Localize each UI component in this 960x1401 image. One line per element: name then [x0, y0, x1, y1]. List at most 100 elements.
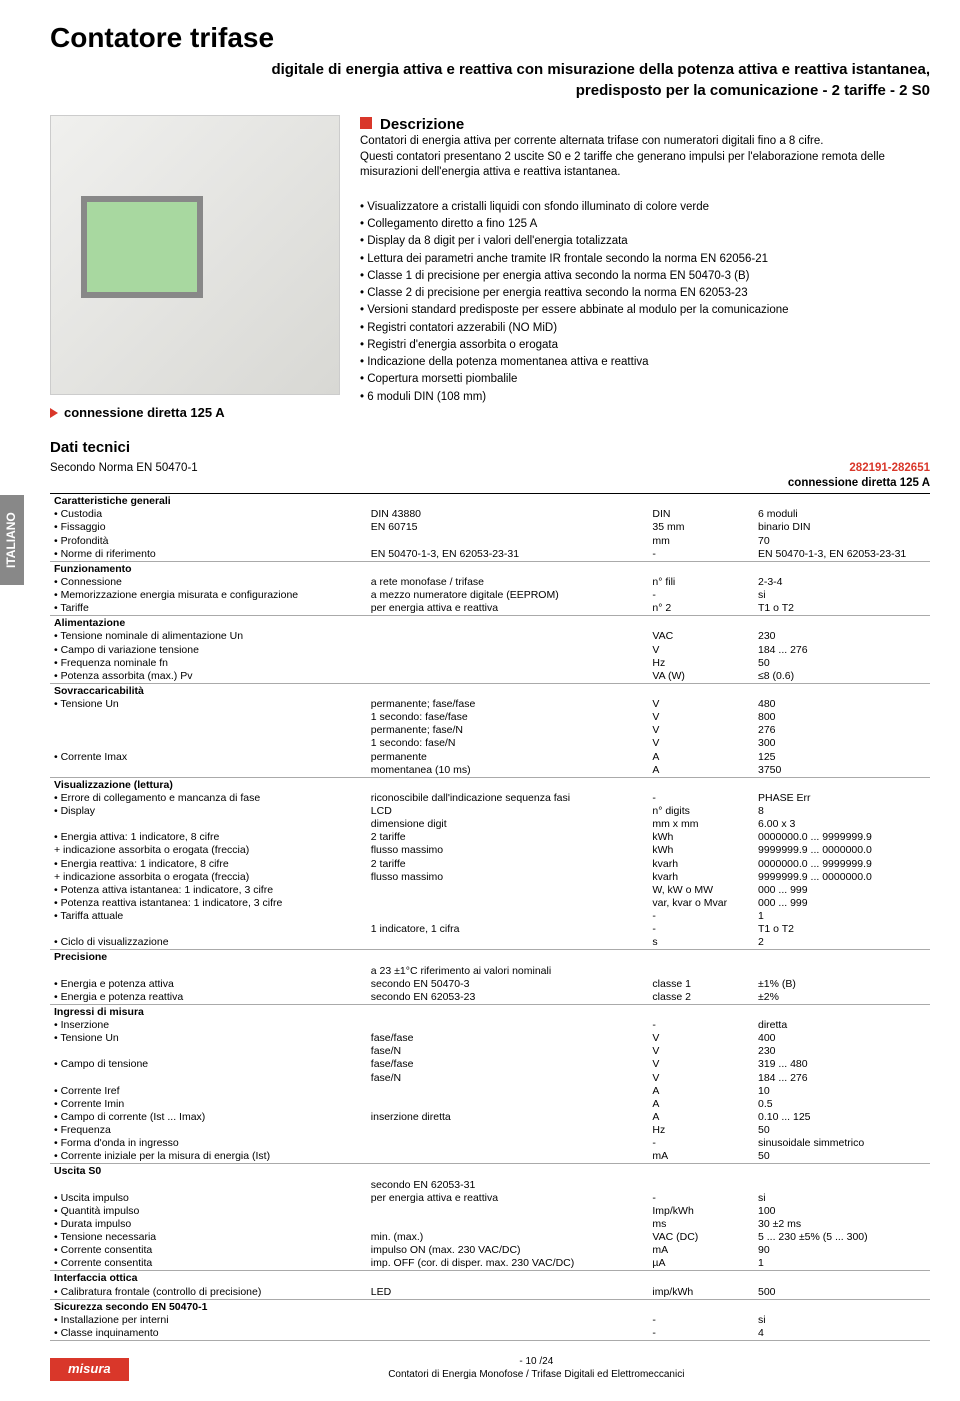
spec-cell: kvarh [648, 858, 754, 871]
spec-cell: - [648, 792, 754, 805]
spec-cell: V [648, 711, 754, 724]
spec-cell: 2 tariffe [367, 831, 649, 844]
spec-cell: - [648, 910, 754, 923]
spec-cell [367, 1327, 649, 1341]
spec-cell: + indicazione assorbita o erogata (frecc… [50, 844, 367, 857]
spec-row: • Campo di tensionefase/faseV319 ... 480 [50, 1058, 930, 1071]
spec-cell: - [648, 548, 754, 562]
spec-group-header: Precisione [50, 950, 930, 965]
spec-cell: ms [648, 1218, 754, 1231]
text-column: Descrizione Contatori di energia attiva … [360, 115, 930, 422]
spec-row: • Uscita impulsoper energia attiva e rea… [50, 1192, 930, 1205]
feature-item: Collegamento diretto a fino 125 A [360, 216, 930, 233]
spec-row: fase/NV230 [50, 1045, 930, 1058]
spec-cell: • Potenza reattiva istantanea: 1 indicat… [50, 897, 367, 910]
spec-row: • Tensione nominale di alimentazione Un V… [50, 630, 930, 643]
spec-group-header: Uscita S0 [50, 1164, 930, 1179]
spec-cell: impulso ON (max. 230 VAC/DC) [367, 1244, 649, 1257]
spec-cell: 184 ... 276 [754, 644, 930, 657]
spec-cell: VAC (DC) [648, 1231, 754, 1244]
spec-row: • Connessionea rete monofase / trifasen°… [50, 576, 930, 589]
spec-cell: 800 [754, 711, 930, 724]
spec-cell: • Tensione Un [50, 698, 367, 711]
footer-tab: misura [50, 1358, 129, 1381]
spec-cell [367, 670, 649, 684]
spec-row: permanente; fase/NV276 [50, 724, 930, 737]
spec-cell [367, 910, 649, 923]
spec-row: • Corrente ImaxpermanenteA125 [50, 751, 930, 764]
spec-cell: 8 [754, 805, 930, 818]
spec-cell: sinusoidale simmetrico [754, 1137, 930, 1150]
spec-cell: 4 [754, 1327, 930, 1341]
spec-cell: 000 ... 999 [754, 884, 930, 897]
spec-cell: 3750 [754, 764, 930, 778]
spec-row: • FissaggioEN 6071535 mmbinario DIN [50, 521, 930, 534]
spec-cell: • Energia e potenza attiva [50, 978, 367, 991]
spec-cell: • Corrente consentita [50, 1257, 367, 1271]
feature-item: Copertura morsetti piombalile [360, 371, 930, 388]
footer-page: - 10 /24 [143, 1355, 930, 1368]
spec-row: • Corrente iniziale per la misura di ene… [50, 1150, 930, 1164]
spec-row: • Potenza attiva istantanea: 1 indicator… [50, 884, 930, 897]
spec-cell: • Custodia [50, 508, 367, 521]
spec-cell: - [648, 1192, 754, 1205]
spec-cell: ±1% (B) [754, 978, 930, 991]
spec-cell: kvarh [648, 871, 754, 884]
spec-cell: • Tensione nominale di alimentazione Un [50, 630, 367, 643]
spec-cell: permanente; fase/N [367, 724, 649, 737]
spec-cell: 0.5 [754, 1098, 930, 1111]
spec-group-header: Caratteristiche generali [50, 494, 930, 509]
feature-item: Indicazione della potenza momentanea att… [360, 354, 930, 371]
spec-cell: • Energia reattiva: 1 indicatore, 8 cifr… [50, 858, 367, 871]
spec-cell: permanente; fase/fase [367, 698, 649, 711]
spec-cell: 276 [754, 724, 930, 737]
spec-cell: • Inserzione [50, 1019, 367, 1032]
spec-row: • Energia reattiva: 1 indicatore, 8 cifr… [50, 858, 930, 871]
spec-cell: • Ciclo di visualizzazione [50, 936, 367, 950]
feature-item: Versioni standard predisposte per essere… [360, 302, 930, 319]
spec-row: • Forma d'onda in ingresso-sinusoidale s… [50, 1137, 930, 1150]
feature-item: Classe 2 di precisione per energia reatt… [360, 285, 930, 302]
feature-item: Classe 1 di precisione per energia attiv… [360, 268, 930, 285]
spec-cell: 35 mm [648, 521, 754, 534]
spec-cell [367, 897, 649, 910]
spec-cell: • Corrente consentita [50, 1244, 367, 1257]
spec-cell: • Durata impulso [50, 1218, 367, 1231]
spec-cell: • Energia attiva: 1 indicatore, 8 cifre [50, 831, 367, 844]
spec-cell: classe 2 [648, 991, 754, 1005]
spec-cell: permanente [367, 751, 649, 764]
spec-row: • Ciclo di visualizzaziones2 [50, 936, 930, 950]
spec-cell: fase/fase [367, 1032, 649, 1045]
spec-cell [648, 1179, 754, 1192]
spec-row: • CustodiaDIN 43880DIN6 moduli [50, 508, 930, 521]
spec-cell: flusso massimo [367, 844, 649, 857]
spec-cell: mm x mm [648, 818, 754, 831]
spec-cell [754, 965, 930, 978]
spec-row: • Corrente IminA0.5 [50, 1098, 930, 1111]
spec-cell: 9999999.9 ... 0000000.0 [754, 871, 930, 884]
spec-cell: - [648, 923, 754, 936]
spec-cell: 230 [754, 1045, 930, 1058]
spec-cell: momentanea (10 ms) [367, 764, 649, 778]
spec-cell: A [648, 751, 754, 764]
spec-cell: per energia attiva e reattiva [367, 602, 649, 616]
product-code: 282191-282651 connessione diretta 125 A [788, 461, 930, 491]
product-image [50, 115, 340, 395]
spec-row: • Tensione Unpermanente; fase/faseV480 [50, 698, 930, 711]
spec-cell: V [648, 1032, 754, 1045]
spec-cell: LED [367, 1286, 649, 1300]
spec-cell: • Campo di tensione [50, 1058, 367, 1071]
spec-row: • Energia e potenza reattivasecondo EN 6… [50, 991, 930, 1005]
code-sub: connessione diretta 125 A [788, 476, 930, 491]
spec-cell: si [754, 1192, 930, 1205]
spec-row: fase/NV184 ... 276 [50, 1072, 930, 1085]
spec-cell [367, 1218, 649, 1231]
spec-cell: 50 [754, 1124, 930, 1137]
spec-cell: W, kW o MW [648, 884, 754, 897]
spec-cell: • Memorizzazione energia misurata e conf… [50, 589, 367, 602]
spec-cell: VAC [648, 630, 754, 643]
spec-row: • Classe inquinamento-4 [50, 1327, 930, 1341]
spec-cell [367, 1314, 649, 1327]
spec-cell: • Profondità [50, 535, 367, 548]
spec-cell: • Corrente Imin [50, 1098, 367, 1111]
